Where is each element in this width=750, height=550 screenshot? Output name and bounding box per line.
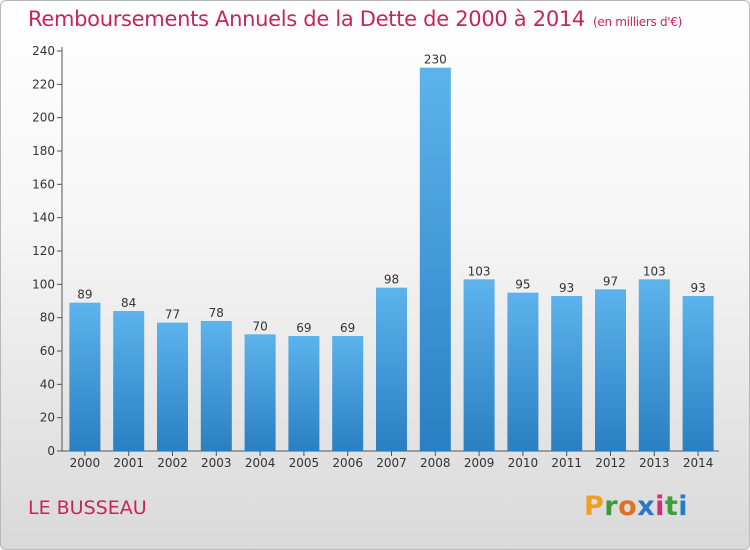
y-tick-label: 80 [40,311,55,325]
bar-value-label: 78 [209,306,224,320]
y-tick-label: 60 [40,344,55,358]
bar [244,334,276,451]
chart-title: Remboursements Annuels de la Dette de 20… [28,7,682,31]
x-tick-label: 2004 [245,456,276,470]
chart-title-text: Remboursements Annuels de la Dette de 20… [28,7,585,31]
x-tick-label: 2001 [113,456,144,470]
y-tick-label: 160 [32,177,55,191]
y-tick-label: 0 [47,444,55,458]
y-tick-label: 200 [32,111,55,125]
bar-value-label: 93 [690,281,705,295]
bar [376,287,407,451]
bar [595,289,626,451]
x-tick-label: 2011 [551,456,582,470]
bar-value-label: 77 [165,308,180,322]
bar-value-label: 97 [603,274,618,288]
bar [157,322,188,451]
bar [200,321,232,451]
y-tick-label: 100 [32,277,55,291]
x-tick-label: 2007 [376,456,407,470]
x-tick-label: 2000 [70,456,101,470]
logo-letter: t [664,491,679,522]
y-tick-label: 220 [32,77,55,91]
bar [113,311,145,451]
bar [507,292,539,451]
bar [69,302,101,451]
chart-subtitle: (en milliers d'€) [593,15,683,29]
logo-letter: i [678,491,689,522]
x-tick-label: 2002 [157,456,188,470]
bar-value-label: 89 [77,288,92,302]
bar-value-label: 95 [515,278,530,292]
bar [419,67,451,452]
x-tick-label: 2010 [508,456,539,470]
bar [463,279,495,451]
x-tick-label: 2012 [595,456,626,470]
bar-value-label: 230 [424,53,447,67]
logo-letter: P [584,491,605,522]
x-tick-label: 2003 [201,456,232,470]
bar [638,279,670,451]
bar-value-label: 98 [384,273,399,287]
y-tick-label: 240 [32,44,55,58]
bar-value-label: 70 [252,319,267,333]
x-tick-label: 2008 [420,456,451,470]
commune-name: LE BUSSEAU [28,497,147,519]
bar [288,336,320,451]
logo-letter: r [604,491,619,522]
y-tick-label: 120 [32,244,55,258]
x-tick-label: 2006 [332,456,363,470]
logo-letter: x [637,491,656,522]
y-tick-label: 20 [40,411,55,425]
bar [332,336,364,451]
bar-value-label: 69 [340,321,355,335]
bar [551,296,583,451]
y-tick-label: 140 [32,211,55,225]
bar-value-label: 69 [296,321,311,335]
logo-letter: o [618,491,638,522]
x-tick-label: 2009 [464,456,495,470]
x-tick-label: 2005 [289,456,320,470]
y-tick-label: 180 [32,144,55,158]
x-tick-label: 2013 [639,456,670,470]
bar-value-label: 84 [121,296,136,310]
x-tick-label: 2014 [683,456,714,470]
bar [682,296,714,451]
proxiti-logo: Proxiti [584,491,688,522]
bar-value-label: 103 [468,264,491,278]
logo-letter: i [655,491,665,522]
bar-value-label: 93 [559,281,574,295]
y-tick-label: 40 [40,377,55,391]
bar-value-label: 103 [643,264,666,278]
